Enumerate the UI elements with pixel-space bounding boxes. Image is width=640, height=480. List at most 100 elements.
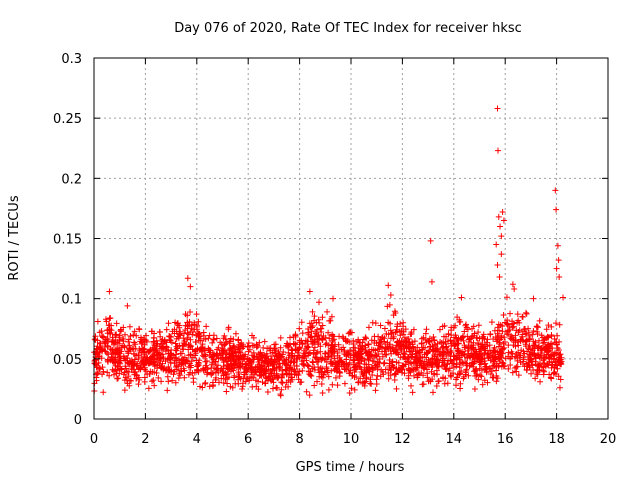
data-point — [104, 369, 111, 376]
data-point — [434, 362, 441, 369]
data-point — [155, 359, 162, 366]
data-point — [473, 334, 480, 341]
data-point — [404, 339, 411, 346]
data-point — [137, 364, 144, 371]
data-point — [346, 390, 353, 397]
data-point — [535, 344, 542, 351]
data-point — [100, 368, 107, 375]
data-point — [223, 361, 230, 368]
data-point — [166, 367, 173, 374]
data-point — [256, 361, 263, 368]
data-point — [488, 319, 495, 326]
data-point — [149, 378, 156, 385]
data-point — [487, 330, 494, 337]
data-point — [532, 355, 539, 362]
data-point — [535, 352, 542, 359]
data-point — [500, 217, 507, 224]
data-point — [249, 383, 256, 390]
x-tick-label: 8 — [295, 432, 303, 447]
data-point — [252, 377, 259, 384]
data-point — [191, 321, 198, 328]
y-tick-label: 0.2 — [61, 172, 82, 187]
data-point — [199, 345, 206, 352]
data-point — [552, 320, 559, 327]
data-point — [393, 346, 400, 353]
data-point — [164, 387, 171, 394]
data-point — [328, 352, 335, 359]
data-point — [315, 366, 322, 373]
data-point — [496, 274, 503, 281]
data-point — [326, 335, 333, 342]
data-point — [153, 370, 160, 377]
data-point — [463, 366, 470, 373]
data-point — [413, 350, 420, 357]
data-point — [468, 333, 475, 340]
data-point — [325, 329, 332, 336]
data-point — [139, 339, 146, 346]
data-point — [251, 353, 258, 360]
data-point — [430, 337, 437, 344]
data-point — [232, 359, 239, 366]
data-point — [184, 319, 191, 326]
data-point — [397, 332, 404, 339]
data-point — [120, 371, 127, 378]
data-point — [553, 265, 560, 272]
data-point — [372, 347, 379, 354]
data-point — [444, 380, 451, 387]
data-point — [256, 351, 263, 358]
data-points — [91, 105, 567, 399]
data-point — [495, 147, 502, 154]
data-point — [421, 351, 428, 358]
data-point — [497, 223, 504, 230]
data-point — [429, 343, 436, 350]
data-point — [132, 345, 139, 352]
data-point — [373, 376, 380, 383]
data-point — [538, 350, 545, 357]
data-point — [325, 386, 332, 393]
data-point — [498, 334, 505, 341]
data-point — [110, 341, 117, 348]
data-point — [460, 373, 467, 380]
data-point — [515, 342, 522, 349]
data-point — [245, 362, 252, 369]
data-point — [107, 314, 114, 321]
data-point — [254, 343, 261, 350]
data-point — [391, 376, 398, 383]
data-point — [163, 326, 170, 333]
data-point — [166, 336, 173, 343]
data-point — [143, 338, 150, 345]
data-point — [310, 359, 317, 366]
data-point — [552, 358, 559, 365]
data-point — [255, 386, 262, 393]
data-point — [452, 341, 459, 348]
data-point — [143, 332, 150, 339]
data-point — [558, 361, 565, 368]
data-point — [355, 359, 362, 366]
data-point — [103, 318, 110, 325]
data-point — [428, 278, 435, 285]
data-point — [332, 341, 339, 348]
data-point — [342, 360, 349, 367]
data-point — [271, 367, 278, 374]
data-point — [321, 350, 328, 357]
data-point — [224, 370, 231, 377]
data-point — [410, 360, 417, 367]
data-point — [375, 350, 382, 357]
data-point — [369, 372, 376, 379]
data-point — [462, 322, 469, 329]
data-point — [264, 389, 271, 396]
data-point — [454, 347, 461, 354]
data-point — [308, 373, 315, 380]
data-point — [460, 333, 467, 340]
data-point — [185, 352, 192, 359]
data-point — [555, 257, 562, 264]
data-point — [215, 379, 222, 386]
data-point — [383, 351, 390, 358]
data-point — [124, 302, 131, 309]
data-point — [371, 333, 378, 340]
data-point — [468, 359, 475, 366]
data-point — [222, 341, 229, 348]
data-point — [99, 371, 106, 378]
data-point — [398, 327, 405, 334]
data-point — [283, 356, 290, 363]
